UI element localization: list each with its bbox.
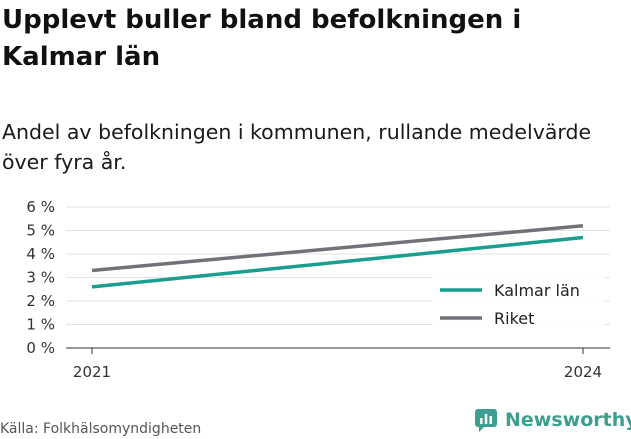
series-line bbox=[91, 235, 584, 289]
legend: Kalmar län Riket bbox=[432, 274, 604, 330]
gridlines bbox=[66, 206, 610, 349]
newsworthy-logo: Newsworthy bbox=[474, 408, 631, 432]
source-note: Källa: Folkhälsomyndigheten bbox=[0, 421, 202, 437]
chart-title: Upplevt buller bland befolkningen i Kalm… bbox=[2, 5, 522, 72]
chart-subtitle: Andel av befolkningen i kommunen, rullan… bbox=[2, 120, 592, 174]
x-tick-label: 2021 bbox=[73, 363, 111, 381]
brand-name: Newsworthy bbox=[505, 409, 631, 431]
y-tick-label: 1 % bbox=[26, 316, 55, 334]
x-axis-ticks: 2021 2024 bbox=[73, 348, 602, 381]
y-tick-label: 2 % bbox=[26, 292, 55, 310]
y-tick-label: 5 % bbox=[26, 222, 55, 240]
y-tick-label: 3 % bbox=[26, 269, 55, 287]
legend-label: Riket bbox=[494, 309, 534, 328]
y-tick-label: 0 % bbox=[26, 339, 55, 357]
newsworthy-logo-icon bbox=[475, 409, 497, 432]
legend-label: Kalmar län bbox=[494, 281, 580, 300]
line-chart: 0 % 1 % 2 % 3 % 4 % 5 % 6 % 2021 2024 Kalmar lä… bbox=[26, 198, 610, 381]
series-lines bbox=[91, 224, 584, 289]
y-tick-label: 4 % bbox=[26, 245, 55, 263]
series-line bbox=[91, 224, 584, 273]
legend-background bbox=[432, 274, 604, 330]
y-axis-ticks: 0 % 1 % 2 % 3 % 4 % 5 % 6 % bbox=[26, 198, 55, 357]
x-tick-label: 2024 bbox=[564, 363, 602, 381]
y-tick-label: 6 % bbox=[26, 198, 55, 216]
